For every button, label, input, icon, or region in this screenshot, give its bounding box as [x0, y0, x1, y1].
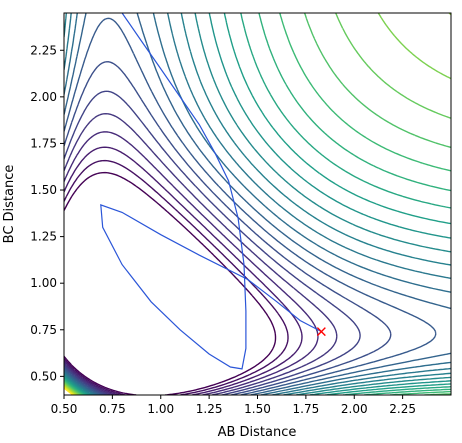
- y-tick-label: 1.25: [30, 230, 57, 244]
- y-tick-label: 0.50: [30, 369, 57, 383]
- y-tick-label: 2.00: [30, 90, 57, 104]
- contour-level: [64, 13, 451, 395]
- contour-level: [64, 13, 451, 395]
- x-tick-label: 0.75: [99, 402, 126, 416]
- y-tick-label: 0.75: [30, 323, 57, 337]
- y-axis: 0.50 0.75 1.00 1.25 1.50 1.75 2.00 2.25: [30, 43, 64, 383]
- trajectory-layer: [100, 13, 326, 370]
- contour-level: [64, 113, 338, 395]
- x-tick-label: 0.50: [51, 402, 78, 416]
- contour-level: [64, 13, 451, 395]
- trajectory-path: [100, 13, 322, 370]
- contour-level: [64, 131, 319, 395]
- contour-lines: [64, 13, 451, 395]
- x-tick-label: 2.00: [341, 402, 368, 416]
- x-axis: 0.50 0.75 1.00 1.25 1.50 1.75 2.00 2.25: [51, 395, 416, 416]
- contour-level: [64, 13, 451, 395]
- contour-level: [64, 159, 289, 395]
- y-tick-label: 1.50: [30, 183, 57, 197]
- contour-level: [64, 13, 451, 395]
- y-tick-label: 1.00: [30, 276, 57, 290]
- contour-level: [64, 13, 451, 395]
- x-tick-label: 1.75: [293, 402, 320, 416]
- contour-level: [64, 13, 451, 395]
- x-tick-label: 2.25: [389, 402, 416, 416]
- contour-level: [64, 13, 451, 395]
- x-tick-label: 1.50: [244, 402, 271, 416]
- contour-level: [64, 17, 437, 395]
- contour-level: [64, 146, 303, 395]
- x-tick-label: 1.00: [147, 402, 174, 416]
- x-axis-label: AB Distance: [218, 425, 297, 440]
- y-tick-label: 1.75: [30, 136, 57, 150]
- contour-level: [64, 171, 277, 395]
- y-tick-label: 2.25: [30, 43, 57, 57]
- end-marker: [316, 327, 326, 337]
- y-axis-label: BC Distance: [2, 165, 17, 244]
- contour-level: [64, 90, 361, 395]
- x-tick-label: 1.25: [196, 402, 223, 416]
- contour-level: [64, 13, 451, 395]
- contour-level: [64, 61, 392, 395]
